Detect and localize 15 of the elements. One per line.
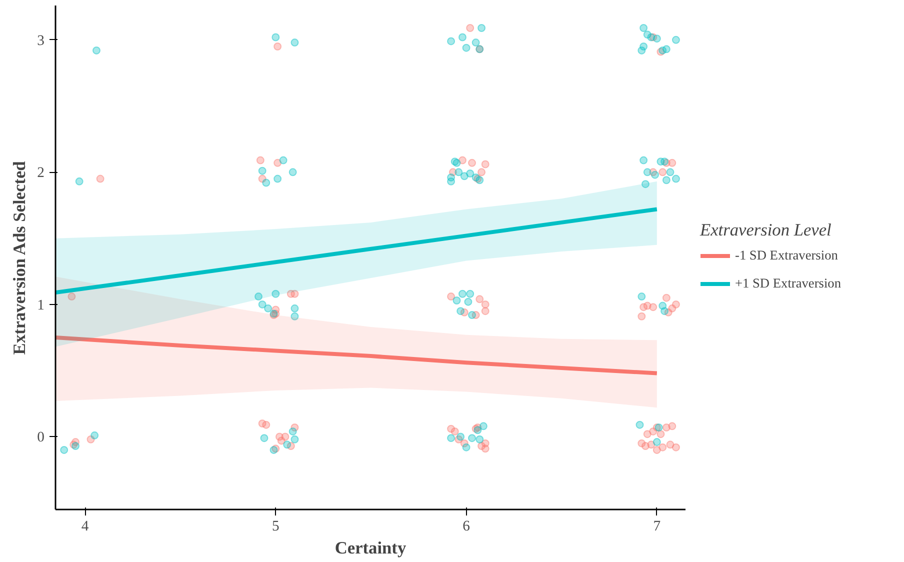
y-axis-title: Extraversion Ads Selected [10,160,30,355]
x-axis-title: Certainty [334,538,406,558]
y-tick-label: 0 [37,430,44,446]
legend-label: -1 SD Extraversion [735,248,838,264]
x-tick-label: 6 [462,518,470,534]
x-tick-label: 4 [81,518,90,534]
legend-title: Extraversion Level [700,220,832,240]
legend-label: +1 SD Extraversion [735,276,841,292]
line-series [56,207,659,295]
y-tick-label: 1 [37,297,44,314]
line-series [56,336,659,376]
x-tick-label: 7 [653,518,661,534]
y-tick-label: 2 [37,165,44,182]
x-tick-label: 5 [272,518,280,534]
y-tick-label: 3 [37,32,44,49]
